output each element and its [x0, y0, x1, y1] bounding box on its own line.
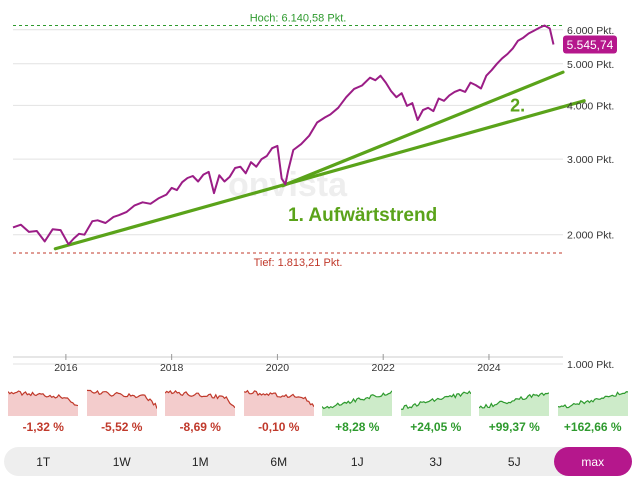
sparkline-area	[86, 390, 157, 416]
price-line	[12, 24, 555, 246]
sparkline-area	[8, 391, 78, 416]
trend-line	[281, 70, 565, 188]
performance-cell: +162,66 %	[554, 384, 633, 438]
range-button-1t[interactable]: 1T	[36, 454, 51, 469]
x-tick-label: 2022	[372, 362, 396, 374]
y-tick-label: 6.000 Pkt.	[567, 25, 614, 37]
sparkline-area	[322, 390, 392, 416]
performance-cell: +8,28 %	[318, 384, 397, 438]
performance-cell: -0,10 %	[240, 384, 319, 438]
sparkline-line	[400, 390, 471, 411]
sparkline	[557, 391, 628, 416]
performance-value: -5,52 %	[101, 420, 143, 434]
high-label: Hoch: 6.140,58 Pkt.	[250, 12, 347, 24]
x-tick-label: 2018	[160, 362, 184, 374]
performance-cell: -1,32 %	[4, 384, 83, 438]
x-tick-label: 2016	[54, 362, 78, 374]
last-value-badge	[563, 35, 617, 54]
performance-value: -8,69 %	[179, 420, 221, 434]
sparkline-area	[479, 392, 549, 416]
range-button-1w[interactable]: 1W	[112, 454, 131, 469]
sparkline	[8, 390, 78, 416]
x-tick-label: 2020	[266, 362, 290, 374]
last-value-text: 5.545,74	[567, 38, 614, 52]
y-tick-label: 2.000 Pkt.	[567, 230, 614, 242]
sparkline-area	[243, 390, 314, 416]
performance-row: -1,32 % -5,52 % -8,69 % -0,10 % +8,28 % +24,0…	[4, 384, 632, 438]
index-chart: 2016 2018 2020 2022 2024 Hoch: 6.140,58 Pkt.…	[12, 12, 617, 374]
range-button-1j[interactable]: 1J	[350, 454, 364, 469]
sparkline-line	[479, 392, 549, 409]
sparkline-area	[400, 391, 471, 416]
performance-cell: +24,05 %	[397, 384, 476, 438]
performance-value: +8,28 %	[335, 420, 380, 434]
y-tick-label: 1.000 Pkt.	[567, 359, 614, 371]
range-button-6m[interactable]: 6M	[270, 454, 288, 469]
sparkline-line	[557, 391, 628, 409]
sparkline	[165, 389, 235, 416]
sparkline-area	[165, 390, 235, 416]
sparkline	[400, 390, 471, 416]
performance-cell: -8,69 %	[161, 384, 240, 438]
range-button-5j[interactable]: 5J	[507, 454, 521, 469]
y-tick-label: 5.000 Pkt.	[567, 59, 614, 71]
sparkline-line	[8, 390, 78, 407]
range-selector: 1T 1W 1M 6M 1J 3J 5J max	[4, 447, 632, 476]
x-tick-label: 2024	[477, 362, 501, 374]
sparkline-line	[165, 389, 235, 409]
y-tick-label: 3.000 Pkt.	[567, 154, 614, 166]
performance-value: +24,05 %	[410, 420, 462, 434]
range-button-1m[interactable]: 1M	[191, 454, 209, 469]
y-tick-label: 4.000 Pkt.	[567, 100, 614, 112]
performance-value: +99,37 %	[488, 420, 540, 434]
sparkline	[86, 389, 157, 416]
sparkline	[322, 390, 392, 416]
trend-2-label: 2.	[510, 96, 525, 116]
performance-value: +162,66 %	[563, 420, 622, 434]
performance-value: -0,10 %	[258, 420, 300, 434]
sparkline	[479, 392, 549, 416]
range-button-3j[interactable]: 3J	[429, 454, 443, 469]
sparkline-line	[86, 389, 157, 409]
performance-value: -1,32 %	[22, 420, 64, 434]
low-label: Tief: 1.813,21 Pkt.	[254, 257, 343, 269]
sparkline-line	[243, 389, 314, 408]
sparkline-area	[557, 391, 628, 416]
sparkline	[243, 389, 314, 416]
performance-cell: -5,52 %	[83, 384, 162, 438]
trend-1-label: 1. Aufwärtstrend	[288, 205, 437, 226]
performance-cell: +99,37 %	[475, 384, 554, 438]
trend-line	[53, 99, 586, 251]
range-button-max[interactable]: max	[553, 447, 632, 476]
sparkline-line	[322, 390, 392, 410]
